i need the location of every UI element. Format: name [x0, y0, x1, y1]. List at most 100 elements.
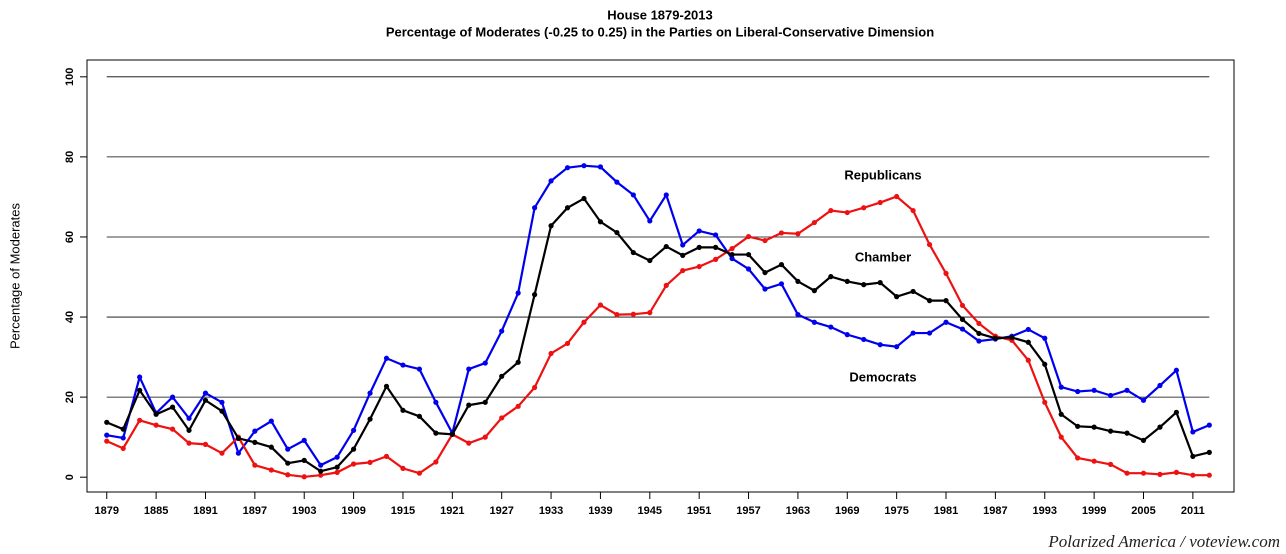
point — [844, 332, 850, 338]
point — [877, 342, 883, 348]
point — [696, 263, 702, 270]
point — [745, 233, 752, 240]
point — [169, 394, 176, 400]
point — [663, 192, 669, 198]
point — [1173, 409, 1180, 415]
point — [729, 255, 735, 262]
point — [449, 431, 455, 437]
point — [301, 457, 307, 463]
point — [1042, 361, 1048, 367]
x-tick-label: 1921 — [440, 505, 464, 517]
point — [252, 428, 258, 434]
point — [1173, 367, 1180, 373]
point — [416, 413, 423, 419]
series-line — [106, 195, 1210, 478]
point — [202, 441, 209, 447]
point — [532, 205, 538, 211]
point — [762, 269, 768, 276]
point — [614, 179, 620, 185]
point — [1025, 339, 1031, 345]
x-tick-label: 1885 — [144, 505, 168, 517]
point — [466, 402, 472, 408]
point — [828, 324, 834, 330]
point — [762, 286, 768, 292]
x-tick-label: 1981 — [934, 505, 958, 517]
point — [153, 422, 159, 428]
chart-title: House 1879-2013 — [607, 7, 713, 22]
point — [1124, 430, 1130, 436]
point — [499, 373, 505, 379]
point — [169, 426, 176, 432]
point — [811, 219, 817, 226]
point — [663, 243, 669, 250]
point — [515, 290, 521, 296]
point — [564, 340, 571, 347]
point — [466, 440, 472, 446]
point — [202, 390, 209, 396]
point — [1124, 470, 1130, 476]
point — [383, 453, 390, 459]
y-tick-label: 20 — [64, 391, 76, 403]
point — [713, 256, 719, 262]
x-tick-label: 1933 — [539, 505, 563, 517]
x-tick-label: 1927 — [489, 505, 513, 517]
point — [647, 310, 653, 316]
point — [433, 430, 439, 436]
x-tick-label: 1909 — [341, 505, 365, 517]
point — [219, 450, 225, 456]
point — [778, 261, 785, 268]
point — [120, 426, 126, 432]
point — [1075, 388, 1081, 395]
x-tick-label: 1951 — [687, 505, 711, 517]
point — [844, 278, 850, 285]
point — [1025, 357, 1031, 363]
y-tick-label: 80 — [64, 151, 76, 163]
point — [745, 266, 752, 272]
point — [1173, 469, 1180, 475]
point — [285, 472, 291, 478]
point — [828, 207, 834, 214]
y-tick-label: 60 — [64, 231, 76, 243]
point — [926, 298, 933, 304]
point — [647, 257, 653, 264]
point — [894, 344, 900, 350]
point — [120, 435, 126, 441]
point — [548, 223, 554, 229]
point — [597, 302, 604, 308]
point — [910, 330, 916, 336]
point — [137, 374, 143, 380]
point — [367, 459, 373, 465]
point — [285, 446, 291, 452]
point — [499, 415, 505, 421]
point — [400, 362, 406, 368]
point — [104, 438, 110, 444]
point — [400, 465, 406, 471]
point — [795, 231, 801, 237]
point — [680, 252, 686, 258]
x-tick-label: 1945 — [638, 505, 662, 517]
point — [1091, 458, 1097, 464]
series-label: Chamber — [855, 249, 911, 264]
point — [1058, 384, 1064, 390]
point — [828, 274, 834, 280]
point — [745, 251, 752, 258]
point — [334, 454, 340, 460]
point — [202, 397, 209, 403]
point — [696, 244, 702, 250]
point — [235, 450, 241, 456]
point — [844, 209, 850, 216]
point — [729, 251, 735, 258]
point — [235, 435, 241, 441]
x-tick-label: 1957 — [736, 505, 760, 517]
x-tick-label: 1975 — [884, 505, 908, 517]
point — [894, 193, 900, 200]
point — [564, 205, 571, 211]
x-tick-label: 1939 — [588, 505, 612, 517]
point — [1190, 453, 1196, 459]
point — [350, 446, 357, 452]
series-label: Democrats — [849, 369, 916, 384]
point — [976, 330, 982, 337]
point — [350, 427, 357, 433]
